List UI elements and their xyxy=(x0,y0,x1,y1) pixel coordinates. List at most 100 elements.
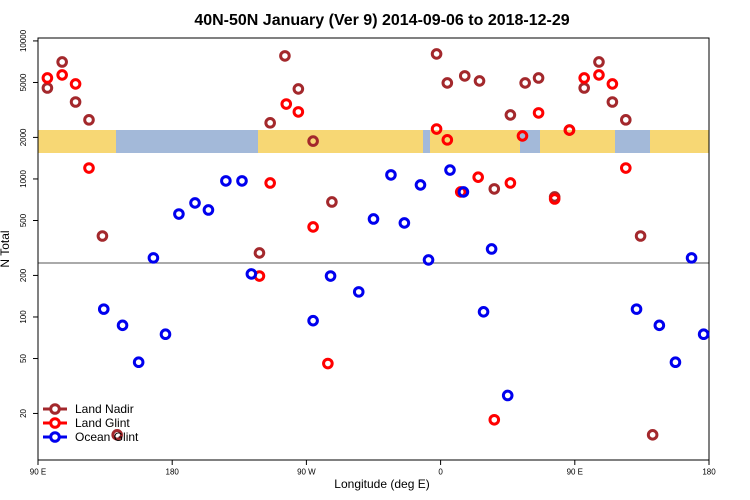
chart-title: 40N-50N January (Ver 9) 2014-09-06 to 20… xyxy=(194,12,569,29)
point xyxy=(430,123,443,135)
point xyxy=(593,69,605,81)
point xyxy=(697,328,710,341)
map-land xyxy=(650,130,709,153)
point xyxy=(441,134,454,146)
x-tick-label: 180 xyxy=(166,468,180,477)
point xyxy=(307,314,319,327)
point xyxy=(441,77,454,89)
point xyxy=(147,252,160,264)
point xyxy=(69,78,82,90)
point xyxy=(280,98,293,110)
y-tick-label: 10000 xyxy=(19,29,28,52)
point xyxy=(307,221,319,233)
map-land xyxy=(430,130,520,153)
legend-marker xyxy=(49,431,61,443)
point xyxy=(264,117,276,129)
point xyxy=(444,164,456,176)
y-tick-label: 2000 xyxy=(19,128,28,146)
point xyxy=(41,72,54,84)
point xyxy=(236,175,248,187)
point xyxy=(653,319,666,332)
y-tick-label: 20 xyxy=(19,408,28,417)
point xyxy=(685,252,698,264)
x-tick-label: 90 E xyxy=(567,468,583,477)
point xyxy=(83,114,95,126)
point xyxy=(367,213,380,225)
point xyxy=(619,162,632,174)
point xyxy=(473,75,486,87)
point xyxy=(532,107,545,119)
x-tick-label: 180 xyxy=(702,468,716,477)
y-tick-label: 100 xyxy=(19,310,28,324)
plot-frame xyxy=(37,37,710,461)
legend-label: Ocean Glint xyxy=(75,430,139,444)
point xyxy=(630,303,643,315)
point xyxy=(563,124,576,136)
point xyxy=(132,356,145,369)
legend-label: Land Nadir xyxy=(75,402,134,416)
map-land xyxy=(258,130,423,153)
y-tick-label: 1000 xyxy=(19,170,28,188)
point xyxy=(606,96,619,108)
point xyxy=(501,389,514,402)
point xyxy=(220,175,232,187)
point xyxy=(578,72,590,84)
point xyxy=(245,268,258,280)
map-band xyxy=(38,130,709,153)
point xyxy=(414,179,427,191)
point xyxy=(578,82,590,94)
point xyxy=(69,96,82,108)
point xyxy=(488,183,501,195)
point xyxy=(159,328,172,341)
point xyxy=(322,357,334,370)
map-land xyxy=(540,130,615,153)
point xyxy=(606,78,619,90)
point xyxy=(669,356,682,369)
y-tick-label: 5000 xyxy=(19,73,28,91)
point xyxy=(279,50,291,62)
point xyxy=(532,72,545,84)
point xyxy=(83,162,95,174)
point xyxy=(307,135,319,147)
point xyxy=(202,204,215,216)
point xyxy=(264,177,276,189)
point xyxy=(485,243,498,255)
point xyxy=(56,69,68,81)
legend-marker xyxy=(49,417,61,429)
x-tick-label: 90 E xyxy=(30,468,46,477)
point xyxy=(398,217,411,229)
legend-marker xyxy=(49,403,61,415)
point xyxy=(385,169,397,181)
point xyxy=(458,70,471,82)
point xyxy=(504,177,517,189)
x-tick-label: 0 xyxy=(438,468,443,477)
y-tick-label: 500 xyxy=(19,213,28,227)
point xyxy=(352,286,365,298)
point xyxy=(519,77,531,89)
point xyxy=(593,56,605,68)
point xyxy=(619,114,632,126)
point xyxy=(324,270,337,282)
y-tick-label: 50 xyxy=(19,354,28,363)
point xyxy=(41,82,54,94)
point xyxy=(292,83,305,95)
point xyxy=(173,208,185,220)
point xyxy=(116,319,129,332)
point xyxy=(472,171,484,183)
point xyxy=(111,429,123,441)
point xyxy=(646,429,659,441)
map-land xyxy=(38,130,116,153)
point xyxy=(457,186,470,198)
point xyxy=(253,247,266,259)
point xyxy=(488,413,501,426)
y-axis-label: N Total xyxy=(0,230,12,267)
point xyxy=(97,303,110,315)
point xyxy=(477,306,490,318)
point xyxy=(56,56,68,68)
point xyxy=(430,48,443,60)
x-tick-label: 90 W xyxy=(297,468,316,477)
point xyxy=(548,193,561,205)
point xyxy=(292,106,305,118)
y-tick-label: 200 xyxy=(19,268,28,282)
